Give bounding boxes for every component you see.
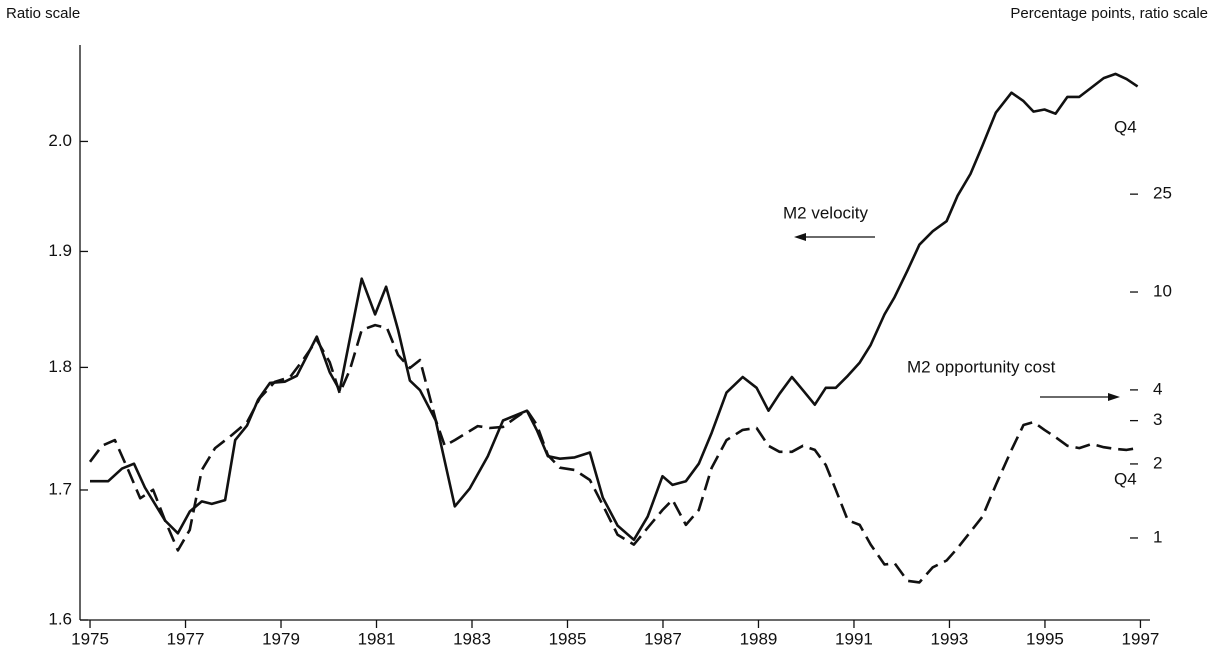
series-label: M2 velocity [783, 203, 869, 222]
x-tick-label: 1993 [931, 629, 969, 648]
x-tick-label: 1991 [835, 629, 873, 648]
x-tick-label: 1987 [644, 629, 682, 648]
arrow-head [794, 233, 806, 241]
x-tick-label: 1989 [740, 629, 778, 648]
y2-axis-label: Percentage points, ratio scale [1010, 5, 1208, 22]
y-axis-label: Ratio scale [6, 5, 80, 22]
y2-tick-label: 10 [1153, 282, 1172, 301]
y2-tick-label: 4 [1153, 379, 1162, 398]
y-tick-label: 1.8 [48, 357, 72, 376]
x-tick-label: 1995 [1026, 629, 1064, 648]
x-tick-label: 1977 [167, 629, 205, 648]
y-tick-label: 2.0 [48, 131, 72, 150]
y-tick-label: 1.7 [48, 479, 72, 498]
arrow-head [1108, 393, 1120, 401]
series-label: M2 opportunity cost [907, 357, 1056, 376]
y2-tick-label: 25 [1153, 184, 1172, 203]
y2-tick-label: 2 [1153, 453, 1162, 472]
x-tick-label: 1979 [262, 629, 300, 648]
y-tick-label: 1.9 [48, 241, 72, 260]
x-tick-label: 1983 [453, 629, 491, 648]
y-tick-label: 1.6 [48, 609, 72, 628]
series-line [88, 323, 1138, 584]
y2-tick-label: 3 [1153, 410, 1162, 429]
annotation: Q4 [1114, 117, 1137, 136]
x-tick-label: 1981 [358, 629, 396, 648]
x-tick-label: 1985 [549, 629, 587, 648]
y2-tick-label: 1 [1153, 527, 1162, 546]
series-line [90, 72, 1139, 542]
x-tick-label: 1997 [1122, 629, 1160, 648]
x-tick-label: 1975 [71, 629, 109, 648]
annotation: Q4 [1114, 469, 1137, 488]
